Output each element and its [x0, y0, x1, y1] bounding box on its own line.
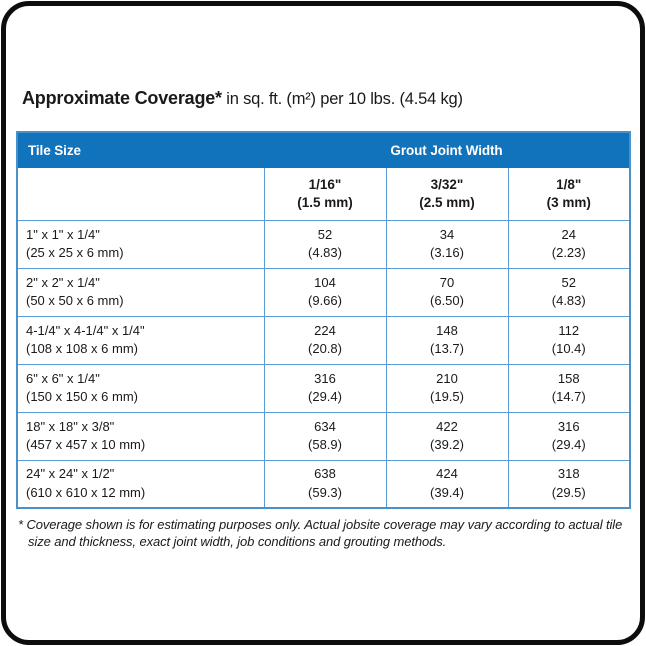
coverage-m2: (9.66) [308, 293, 342, 308]
coverage-sqft: 148 [436, 322, 458, 338]
tile-size-mm: (610 x 610 x 12 mm) [26, 484, 146, 500]
coverage-m2: (39.2) [430, 437, 464, 452]
footnote: * Coverage shown is for estimating purpo… [18, 517, 623, 549]
coverage-cell: 112 (10.4) [507, 315, 631, 365]
coverage-sqft: 210 [436, 370, 458, 386]
title-main: Approximate Coverage* [22, 88, 222, 108]
coverage-cell: 316 (29.4) [263, 363, 387, 413]
coverage-cell: 422 (39.2) [385, 411, 509, 461]
coverage-cell: 34 (3.16) [385, 219, 509, 269]
coverage-m2: (29.5) [551, 484, 586, 500]
coverage-m2: (39.4) [430, 484, 464, 500]
coverage-sqft: 318 [557, 466, 580, 482]
coverage-sqft: 112 [558, 322, 580, 338]
tile-size-mm: (50 x 50 x 6 mm) [26, 293, 124, 308]
table-row: 18" x 18" x 3/8" (457 x 457 x 10 mm) 634… [16, 411, 631, 461]
joint-width-mm: (3 mm) [546, 194, 591, 210]
tile-size-mm: (457 x 457 x 10 mm) [26, 437, 146, 452]
coverage-table: Tile Size Grout Joint Width 1/16" (1.5 m… [16, 131, 631, 509]
coverage-sqft: 70 [439, 274, 455, 290]
column-header-joint-1-16: 1/16" (1.5 mm) [263, 168, 387, 221]
table-row: 1" x 1" x 1/4" (25 x 25 x 6 mm) 52 (4.83… [16, 219, 631, 269]
tile-size-inch: 18" x 18" x 3/8" [26, 418, 115, 434]
coverage-m2: (20.8) [308, 341, 342, 356]
coverage-cell: 70 (6.50) [385, 267, 509, 317]
column-header-joint-1-8: 1/8" (3 mm) [507, 168, 631, 221]
coverage-m2: (14.7) [551, 389, 586, 404]
tile-size-cell: 18" x 18" x 3/8" (457 x 457 x 10 mm) [16, 411, 265, 461]
coverage-m2: (10.4) [551, 341, 586, 356]
coverage-cell: 638 (59.3) [263, 459, 387, 509]
coverage-sqft: 52 [561, 274, 576, 290]
tile-size-inch: 24" x 24" x 1/2" [26, 466, 115, 482]
coverage-m2: (29.4) [551, 437, 586, 452]
coverage-cell: 52 (4.83) [263, 219, 387, 269]
coverage-sqft: 638 [314, 466, 336, 482]
joint-width-mm: (2.5 mm) [419, 194, 475, 210]
coverage-sqft: 634 [314, 418, 336, 434]
coverage-m2: (19.5) [430, 389, 464, 404]
coverage-m2: (4.83) [308, 245, 342, 260]
coverage-cell: 224 (20.8) [263, 315, 387, 365]
joint-width-inch: 3/32" [430, 176, 464, 192]
coverage-sqft: 422 [436, 418, 458, 434]
table-row: 6" x 6" x 1/4" (150 x 150 x 6 mm) 316 (2… [16, 363, 631, 413]
coverage-m2: (59.3) [308, 484, 342, 500]
coverage-sqft: 424 [436, 466, 458, 482]
column-header-joint-3-32: 3/32" (2.5 mm) [385, 168, 509, 221]
subheader-empty-cell [16, 168, 265, 221]
table-row: 2" x 2" x 1/4" (50 x 50 x 6 mm) 104 (9.6… [16, 267, 631, 317]
tile-size-cell: 4-1/4" x 4-1/4" x 1/4" (108 x 108 x 6 mm… [16, 315, 265, 365]
table-header-row: Tile Size Grout Joint Width [17, 132, 630, 168]
coverage-sqft: 316 [557, 418, 580, 434]
coverage-sqft: 104 [314, 274, 336, 290]
tile-size-mm: (25 x 25 x 6 mm) [26, 245, 124, 260]
title-units: in sq. ft. (m²) per 10 lbs. (4.54 kg) [221, 90, 463, 108]
coverage-sqft: 34 [439, 226, 455, 242]
tile-size-cell: 6" x 6" x 1/4" (150 x 150 x 6 mm) [16, 363, 265, 413]
coverage-cell: 318 (29.5) [507, 459, 631, 509]
coverage-m2: (2.23) [551, 245, 586, 260]
coverage-cell: 210 (19.5) [385, 363, 509, 413]
coverage-cell: 24 (2.23) [507, 219, 631, 269]
coverage-m2: (13.7) [430, 341, 464, 356]
joint-width-inch: 1/8" [556, 176, 582, 192]
coverage-cell: 424 (39.4) [385, 459, 509, 509]
table-row: 24" x 24" x 1/2" (610 x 610 x 12 mm) 638… [16, 459, 631, 509]
tile-size-inch: 4-1/4" x 4-1/4" x 1/4" [26, 322, 145, 338]
coverage-sqft: 316 [314, 370, 336, 386]
coverage-sqft: 158 [557, 370, 580, 386]
tile-size-inch: 2" x 2" x 1/4" [26, 274, 100, 290]
coverage-m2: (58.9) [308, 437, 342, 452]
coverage-cell: 104 (9.66) [263, 267, 387, 317]
coverage-cell: 634 (58.9) [263, 411, 387, 461]
coverage-sqft: 52 [317, 226, 333, 242]
tile-size-inch: 6" x 6" x 1/4" [26, 370, 100, 386]
page-title: Approximate Coverage* in sq. ft. (m²) pe… [22, 88, 463, 109]
tile-size-inch: 1" x 1" x 1/4" [26, 226, 100, 242]
coverage-m2: (3.16) [430, 245, 464, 260]
coverage-sqft: 24 [561, 226, 576, 242]
coverage-cell: 158 (14.7) [507, 363, 631, 413]
tile-size-mm: (150 x 150 x 6 mm) [26, 389, 138, 404]
coverage-m2: (6.50) [430, 293, 464, 308]
coverage-cell: 148 (13.7) [385, 315, 509, 365]
column-header-grout-joint-width: Grout Joint Width [264, 132, 630, 168]
table-subheader-row: 1/16" (1.5 mm) 3/32" (2.5 mm) 1/8" (3 mm… [16, 168, 631, 221]
table-row: 4-1/4" x 4-1/4" x 1/4" (108 x 108 x 6 mm… [16, 315, 631, 365]
tile-size-mm: (108 x 108 x 6 mm) [26, 341, 138, 356]
coverage-cell: 52 (4.83) [507, 267, 631, 317]
coverage-m2: (4.83) [551, 293, 586, 308]
tile-size-cell: 24" x 24" x 1/2" (610 x 610 x 12 mm) [16, 459, 265, 509]
coverage-m2: (29.4) [308, 389, 342, 404]
coverage-cell: 316 (29.4) [507, 411, 631, 461]
joint-width-mm: (1.5 mm) [297, 194, 353, 210]
coverage-sqft: 224 [314, 322, 336, 338]
tile-size-cell: 1" x 1" x 1/4" (25 x 25 x 6 mm) [16, 219, 265, 269]
tile-size-cell: 2" x 2" x 1/4" (50 x 50 x 6 mm) [16, 267, 265, 317]
column-header-tile-size: Tile Size [17, 132, 264, 168]
joint-width-inch: 1/16" [308, 176, 342, 192]
